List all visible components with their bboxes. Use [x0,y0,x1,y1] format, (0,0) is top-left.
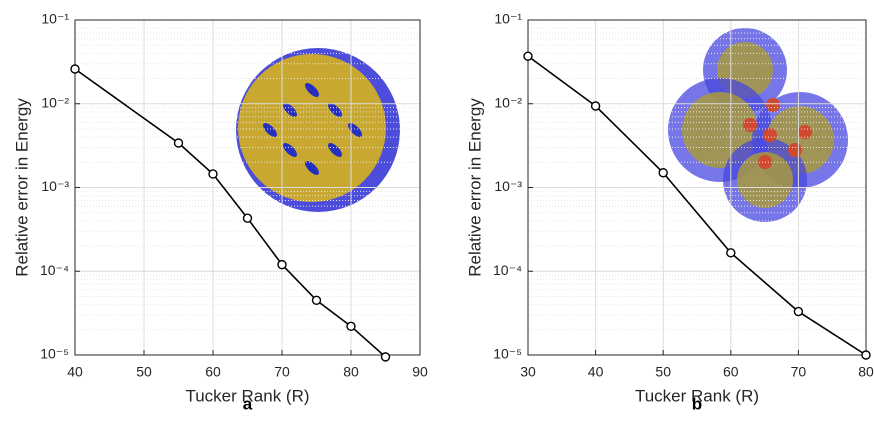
y-tick-label: 10⁻⁴ [40,262,69,278]
x-tick-label: 50 [136,364,152,380]
x-tick-label: 80 [343,364,359,380]
molecule-inset [238,54,386,202]
data-point [793,306,804,317]
molecule-inset [305,83,319,97]
molecule-inset [348,123,362,137]
x-tick-label: 90 [412,364,428,380]
x-tick-label: 60 [205,364,221,380]
y-axis-label: Relative error in Energy [12,98,31,277]
molecule-inset [328,103,342,117]
data-point [861,350,871,360]
x-tick-label: 80 [858,364,874,380]
data-point [70,64,80,74]
molecule-inset [328,143,342,157]
data-point [590,101,601,111]
x-tick-label: 70 [274,364,290,380]
y-tick-label: 10⁻⁵ [40,346,69,362]
y-tick-label: 10⁻² [41,94,69,110]
x-tick-label: 40 [588,364,604,380]
x-tick-label: 30 [520,364,536,380]
molecule-inset [283,103,297,117]
molecule-inset [305,161,319,175]
axes-frame [74,19,421,356]
insets [236,28,848,222]
molecule-inset [283,143,297,157]
data-point [658,168,668,178]
panel-label: b [692,394,702,413]
y-tick-label: 10⁻³ [41,178,69,194]
data-point [173,138,184,148]
y-axis-label: Relative error in Energy [465,98,484,277]
y-tick-label: 10⁻¹ [494,11,522,27]
x-tick-label: 70 [791,364,807,380]
series-line [74,68,387,358]
data-point [277,259,287,270]
molecule-inset [766,98,780,112]
molecule-inset [743,118,757,132]
molecule-inset [788,143,802,157]
data-point [346,321,356,332]
data-point [523,51,533,61]
data-point [208,169,218,179]
panel-label: a [243,394,253,413]
data-point [380,352,391,362]
molecule-inset [737,152,793,208]
y-tick-label: 10⁻⁴ [493,262,522,278]
molecule-inset [763,128,777,142]
x-tick-label: 50 [655,364,671,380]
x-axis-label: Tucker Rank (R) [185,386,309,405]
x-tick-label: 40 [67,364,83,380]
data-point [311,295,322,305]
x-axis-label: Tucker Rank (R) [635,386,759,405]
axes-frame [527,19,867,356]
data-point [726,248,736,258]
y-tick-label: 10⁻³ [494,178,522,194]
data-point [242,213,253,223]
y-tick-label: 10⁻¹ [41,11,69,27]
molecule-inset [263,123,277,137]
y-tick-label: 10⁻² [494,94,522,110]
y-tick-label: 10⁻⁵ [493,346,522,362]
series-line [527,55,867,356]
x-tick-label: 60 [723,364,739,380]
